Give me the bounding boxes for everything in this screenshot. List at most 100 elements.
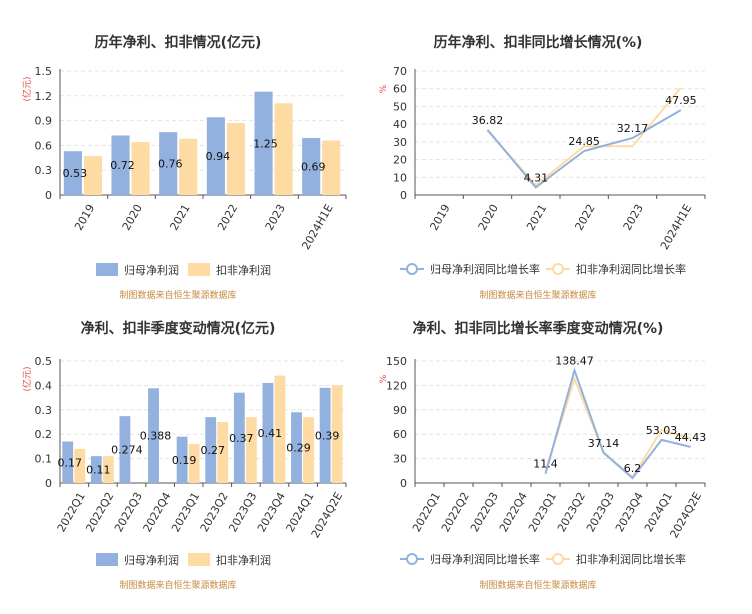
legend-label: 归母净利润 — [124, 263, 179, 277]
x-tick-label: 2021 — [524, 202, 549, 233]
y-tick-label: 0 — [45, 477, 52, 490]
data-label: 32.17 — [617, 122, 649, 135]
y-tick-label: 120 — [386, 379, 407, 392]
series-line — [544, 367, 691, 480]
y-tick-label: 150 — [386, 355, 407, 368]
data-label: 0.72 — [110, 159, 135, 172]
data-label: 11.4 — [533, 458, 558, 471]
y-tick-label: 50 — [393, 100, 407, 113]
x-tick-label: 2020 — [476, 202, 501, 233]
legend-label: 归母净利润 — [124, 553, 179, 567]
y-tick-label: 10 — [393, 171, 407, 184]
x-tick-label: 2023 — [621, 202, 646, 233]
bar — [74, 448, 86, 483]
x-tick-label: 2020 — [120, 202, 145, 233]
bar — [119, 416, 131, 483]
y-tick-label: 30 — [393, 453, 407, 466]
data-label: 0.27 — [200, 444, 225, 457]
chart-title: 净利、扣非同比增长率季度变动情况(%) — [413, 320, 664, 337]
y-tick-label: 0.3 — [35, 164, 53, 177]
x-tick-label: 2021 — [167, 202, 192, 233]
x-tick-label: 2022 — [572, 202, 597, 233]
bar — [245, 417, 257, 483]
y-tick-label: 0.3 — [35, 404, 53, 417]
data-label: 53.03 — [646, 424, 678, 437]
y-tick-label: 30 — [393, 136, 407, 149]
y-tick-label: 0 — [400, 477, 407, 490]
data-label: 0.76 — [158, 158, 183, 171]
legend: 归母净利润同比增长率 扣非净利润同比增长率 — [400, 552, 686, 566]
legend: 归母净利润 扣非净利润 — [96, 263, 271, 277]
legend: 归母净利润 扣非净利润 — [96, 553, 271, 567]
y-tick-label: 0 — [400, 189, 407, 202]
legend-label: 归母净利润同比增长率 — [430, 262, 540, 276]
bar — [274, 103, 293, 195]
data-label: 0.53 — [63, 167, 88, 180]
data-label: 0.29 — [286, 442, 311, 455]
bar — [205, 417, 217, 483]
legend-swatch — [96, 553, 118, 566]
bar — [262, 382, 274, 483]
bar — [331, 385, 343, 483]
data-label: 1.25 — [253, 137, 278, 150]
x-tick-label: 2019 — [427, 202, 452, 233]
y-tick-label: 60 — [393, 83, 407, 96]
bar — [63, 151, 82, 195]
chart-panel-3: 净利、扣非季度变动情况(亿元)(亿元)00.10.20.30.40.52022Q… — [21, 320, 347, 591]
bar — [254, 91, 273, 195]
bar — [159, 132, 178, 195]
x-tick-label: 2019 — [72, 202, 97, 233]
y-tick-label: 90 — [393, 404, 407, 417]
series-line — [486, 109, 682, 189]
bar — [62, 441, 74, 483]
bar — [322, 140, 341, 195]
y-tick-label: 0.6 — [35, 139, 53, 152]
x-tick-label: 2024H1E — [299, 202, 335, 252]
x-tick-label: 2024H1E — [658, 202, 694, 252]
y-tick-label: 0.2 — [35, 428, 53, 441]
data-label: 0.17 — [57, 456, 82, 469]
data-label: 0.11 — [86, 464, 111, 477]
legend-swatch — [96, 263, 118, 276]
data-label: 24.85 — [568, 135, 600, 148]
bar — [188, 443, 200, 483]
bar — [90, 456, 102, 483]
legend-label: 归母净利润同比增长率 — [430, 552, 540, 566]
chart-title: 净利、扣非季度变动情况(亿元) — [81, 320, 276, 337]
y-tick-label: 0.5 — [35, 355, 53, 368]
bar — [233, 392, 245, 483]
legend-marker — [552, 553, 564, 565]
data-label: 4.31 — [524, 171, 549, 184]
bar — [176, 436, 188, 483]
data-label: 138.47 — [555, 354, 594, 367]
data-label: 0.41 — [258, 427, 283, 440]
y-tick-label: 0.9 — [35, 115, 53, 128]
data-label: 37.14 — [588, 437, 620, 450]
data-label: 0.94 — [206, 150, 231, 163]
chart-panel-2: 历年净利、扣非同比增长情况(%)% 0 10 20 30 40 50 60 70 2019 2020… — [379, 34, 706, 301]
y-tick-label: 1.2 — [35, 90, 53, 103]
x-tick-label: 2022 — [215, 202, 240, 233]
data-label: 0.39 — [315, 429, 340, 442]
bar — [131, 142, 150, 195]
bar — [302, 137, 321, 195]
source-note: 制图数据来自恒生聚源数据库 — [119, 289, 236, 301]
data-label: 0.19 — [172, 454, 197, 467]
y-unit-label: (亿元) — [21, 76, 33, 101]
bar — [206, 117, 225, 195]
chart-title: 历年净利、扣非情况(亿元) — [95, 34, 262, 51]
y-tick-label: 70 — [393, 65, 407, 78]
data-label: 0.388 — [140, 430, 172, 443]
legend-label: 扣非净利润同比增长率 — [576, 262, 686, 276]
legend: 归母净利润同比增长率 扣非净利润同比增长率 — [400, 262, 686, 276]
legend-label: 扣非净利润 — [216, 553, 271, 567]
bar — [319, 387, 331, 483]
source-note: 制图数据来自恒生聚源数据库 — [119, 579, 236, 591]
y-tick-label: 0.1 — [35, 453, 53, 466]
y-tick-label: 0.4 — [35, 379, 53, 392]
data-label: 0.37 — [229, 432, 254, 445]
bar — [274, 375, 286, 483]
y-tick-label: 40 — [393, 118, 407, 131]
source-note: 制图数据来自恒生聚源数据库 — [479, 579, 596, 591]
